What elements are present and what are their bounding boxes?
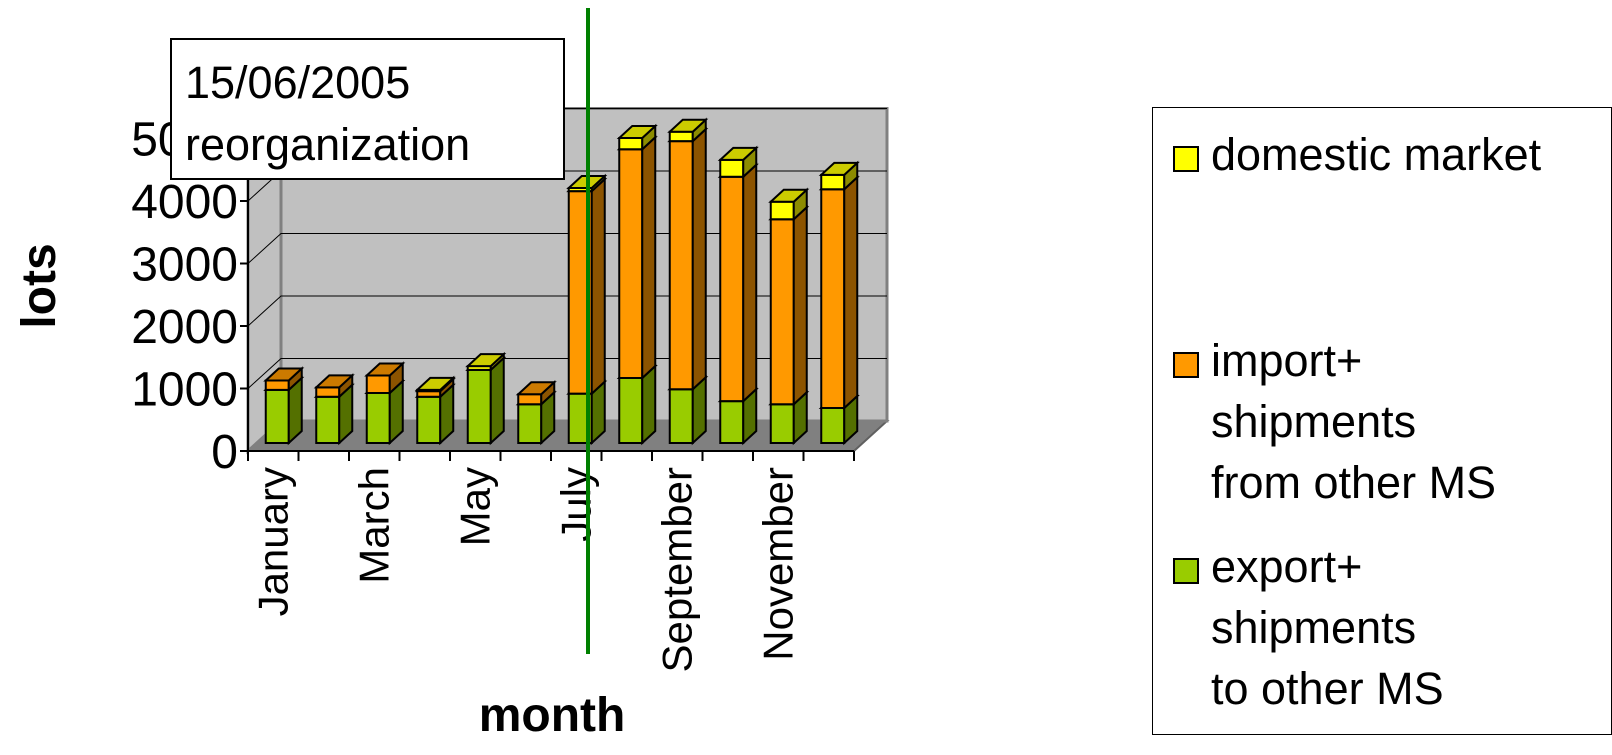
bar-segment: [616, 134, 658, 381]
x-tick-label: November: [754, 467, 801, 661]
bar-segment: [364, 361, 406, 396]
legend-label-import: import+ shipments from other MS: [1211, 335, 1497, 508]
bar-segment: [414, 375, 456, 394]
legend-swatch-import: [1173, 352, 1199, 378]
legend: domestic market import+ shipments from o…: [1152, 107, 1612, 735]
x-axis: January March May July September November: [247, 450, 855, 672]
bar-segment: [263, 366, 305, 393]
y-tick-label: 0: [211, 426, 238, 479]
bars: [263, 117, 860, 446]
bar-segment: [717, 162, 759, 404]
bar-segment: [818, 174, 860, 411]
legend-label-domestic-market: domestic market: [1211, 129, 1542, 180]
bar-segment: [818, 160, 860, 192]
y-tick-label: 1000: [131, 364, 238, 417]
bar-segment: [313, 373, 355, 400]
bar-segment: [566, 176, 608, 396]
x-tick-label: July: [552, 467, 599, 542]
y-tick-label: 2000: [131, 301, 238, 354]
bar-segment: [768, 187, 810, 222]
annotation-text: reorganization: [185, 119, 471, 170]
y-tick-label: 3000: [131, 239, 238, 292]
bar-segment: [768, 204, 810, 407]
legend-item-domestic-market: domestic market: [1173, 124, 1541, 185]
legend-swatch-domestic-market: [1173, 146, 1199, 172]
legend-label-export: export+ shipments to other MS: [1211, 541, 1444, 714]
x-tick-label: September: [653, 467, 700, 672]
y-axis: 010002000300040005000: [131, 114, 249, 479]
bar-segment: [616, 123, 658, 152]
legend-item-import: import+ shipments from other MS: [1173, 330, 1496, 513]
x-axis-label: month: [479, 689, 626, 742]
legend-swatch-export: [1173, 558, 1199, 584]
bar-segment: [465, 351, 507, 373]
bar-segment: [667, 117, 709, 144]
x-tick-label: May: [451, 467, 498, 546]
bar-segment: [515, 379, 557, 407]
y-axis-label: lots: [13, 243, 66, 328]
bar-segment: [717, 145, 759, 180]
bar-segment: [667, 126, 709, 392]
y-tick-label: 4000: [131, 176, 238, 229]
x-tick-label: January: [249, 467, 296, 616]
legend-item-export: export+ shipments to other MS: [1173, 536, 1444, 719]
x-tick-label: March: [350, 467, 397, 584]
annotation-box: 15/06/2005 reorganization: [170, 38, 565, 180]
annotation-date: 15/06/2005: [185, 57, 411, 108]
